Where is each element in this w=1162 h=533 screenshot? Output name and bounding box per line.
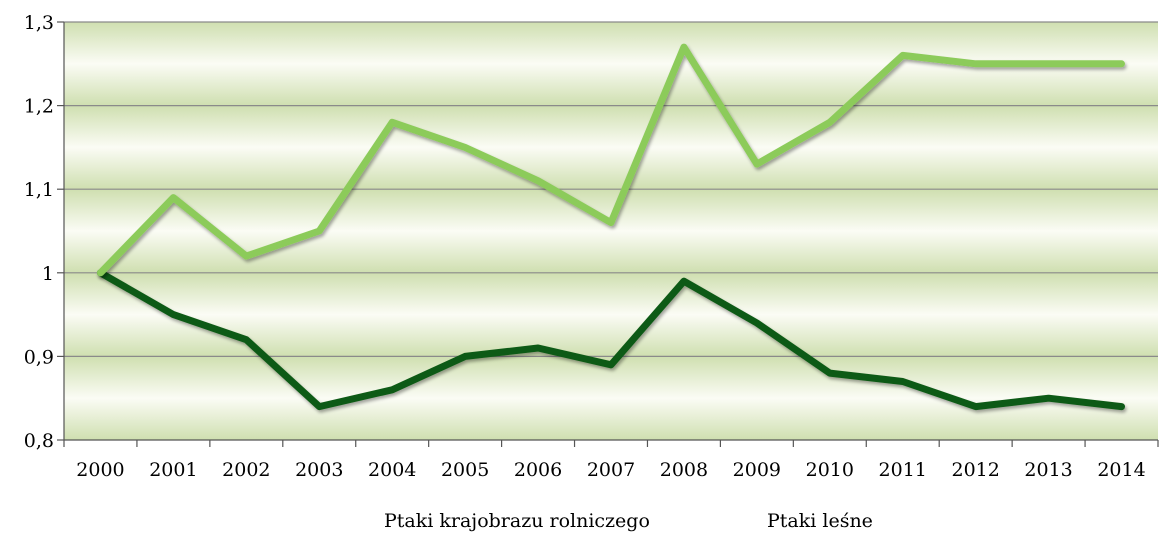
series-lines bbox=[97, 43, 1125, 411]
x-tick-label: 2003 bbox=[295, 459, 343, 481]
legend-label: Ptaki krajobrazu rolniczego bbox=[384, 510, 650, 532]
x-tick-label: 2004 bbox=[368, 459, 416, 481]
gridlines bbox=[57, 21, 1158, 441]
background-band bbox=[64, 189, 1158, 273]
background-band bbox=[64, 272, 1158, 357]
axes bbox=[63, 22, 1159, 447]
background-band bbox=[64, 105, 1158, 190]
x-tick-label: 2007 bbox=[587, 459, 635, 481]
x-tick-label: 2010 bbox=[806, 459, 854, 481]
x-tick-label: 2001 bbox=[149, 459, 197, 481]
x-axis-tick-labels: 2000 2001 2002 2003 2004 2005 2006 2007 2008 2009… bbox=[76, 459, 1145, 481]
legend: Ptaki krajobrazu rolniczego Ptaki leśne bbox=[321, 510, 873, 532]
x-tick-label: 2006 bbox=[514, 459, 562, 481]
y-axis-tick-labels: 0,8 0,9 1 1,1 1,2 1,3 bbox=[24, 12, 54, 452]
y-tick-label: 0,9 bbox=[24, 346, 54, 368]
legend-label: Ptaki leśne bbox=[767, 510, 873, 532]
y-tick-label: 1 bbox=[42, 263, 54, 285]
y-tick-label: 1,1 bbox=[24, 179, 54, 201]
background-band bbox=[64, 356, 1158, 440]
x-tick-label: 2000 bbox=[76, 459, 124, 481]
x-tick-label: 2013 bbox=[1024, 459, 1072, 481]
x-tick-label: 2011 bbox=[879, 459, 927, 481]
x-tick-label: 2012 bbox=[951, 459, 999, 481]
series-line-2 bbox=[97, 43, 1125, 277]
series-line-1 bbox=[97, 269, 1125, 411]
y-tick-label: 1,2 bbox=[24, 96, 54, 118]
y-tick-label: 0,8 bbox=[24, 430, 54, 452]
x-tick-label: 2002 bbox=[222, 459, 270, 481]
x-tick-label: 2014 bbox=[1097, 459, 1145, 481]
x-tick-label: 2005 bbox=[441, 459, 489, 481]
x-tick-label: 2009 bbox=[733, 459, 781, 481]
x-tick-label: 2008 bbox=[660, 459, 708, 481]
plot-area-background bbox=[64, 22, 1158, 440]
y-tick-label: 1,3 bbox=[24, 12, 54, 34]
